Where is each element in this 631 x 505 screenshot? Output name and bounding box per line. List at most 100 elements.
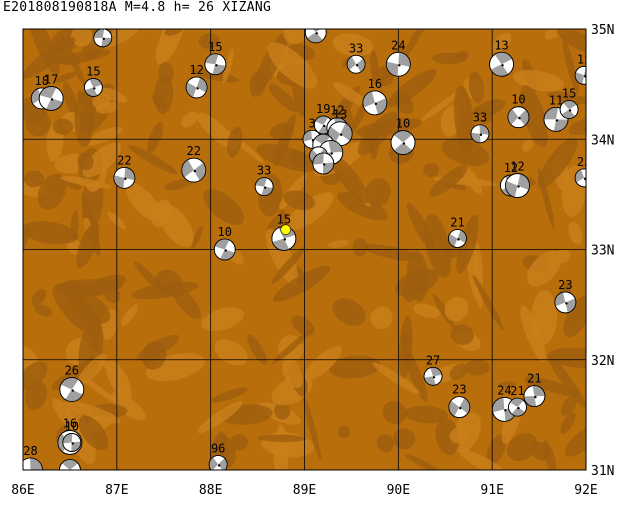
event-depth-label: 15 — [577, 52, 591, 66]
terrain-patch — [472, 274, 504, 331]
epicenter-dot — [280, 224, 292, 235]
event-depth-label: 15 — [86, 64, 100, 78]
lon-tick-label: 86E — [11, 483, 34, 498]
lon-tick-label: 87E — [105, 483, 128, 498]
focal-mechanism: 15 — [83, 64, 103, 97]
event-depth-label: 24 — [391, 38, 405, 52]
terrain-patch — [69, 291, 111, 324]
terrain-patch — [274, 401, 291, 420]
terrain-patch — [525, 376, 579, 397]
terrain-patch — [147, 122, 164, 154]
terrain-patch — [329, 355, 381, 379]
terrain-patch — [158, 203, 194, 248]
terrain-patch — [230, 434, 249, 451]
terrain-patch — [456, 214, 479, 274]
focal-mechanism: 13 — [489, 38, 514, 77]
event-depth-label: 33 — [473, 111, 487, 125]
terrain-patch — [56, 279, 123, 295]
terrain-patch — [23, 37, 76, 79]
terrain-patch — [60, 176, 112, 189]
terrain-patch — [337, 425, 351, 439]
terrain-patch — [404, 453, 443, 470]
focal-mechanism: 17 — [38, 72, 64, 111]
event-depth-label: 10 — [218, 225, 232, 239]
terrain-patch — [180, 111, 198, 128]
terrain-patch — [365, 178, 391, 207]
terrain-patch — [560, 395, 577, 416]
terrain-patch — [337, 191, 388, 221]
terrain-patch — [154, 269, 184, 296]
terrain-patch — [376, 434, 394, 453]
map-frame — [22, 28, 587, 471]
epicenter-marker — [280, 224, 292, 235]
terrain-patch — [370, 306, 393, 330]
event-depth-label: 16 — [63, 416, 77, 430]
terrain-patch — [271, 327, 315, 365]
terrain-patch — [55, 72, 77, 83]
event-depth-label: 18 — [35, 74, 49, 88]
event-depth-label: 96 — [211, 441, 225, 455]
event-depth-label: 23 — [577, 155, 591, 169]
focal-mechanism: 28 — [93, 29, 113, 48]
terrain-patch — [485, 433, 507, 466]
terrain-patch — [137, 334, 180, 361]
terrain-patch — [77, 152, 94, 171]
terrain-patch — [395, 268, 439, 297]
event-depth-label: 12 — [330, 104, 344, 118]
focal-mechanism: 15 — [204, 40, 227, 76]
terrain-patch — [526, 250, 562, 287]
terrain-patch — [283, 190, 316, 211]
lat-tick-label: 33N — [591, 244, 614, 259]
terrain-patch — [98, 87, 128, 103]
terrain-patch — [472, 105, 493, 124]
event-depth-label: 11 — [549, 93, 563, 107]
terrain-patch — [282, 358, 304, 389]
focal-mechanism: 96 — [208, 441, 228, 470]
focal-mechanism — [59, 459, 81, 470]
terrain-patch — [498, 381, 516, 388]
event-depth-label: 23 — [452, 383, 466, 397]
event-depth-label: 19 — [316, 102, 330, 116]
terrain-patch — [362, 244, 423, 262]
terrain-patch — [82, 142, 122, 178]
terrain-patch — [286, 192, 334, 231]
event-depth-label: 13 — [494, 38, 508, 52]
terrain-patch — [76, 353, 107, 387]
event-depth-label: 12 — [510, 160, 524, 174]
terrain-patch — [34, 304, 53, 317]
event-depth-label: 27 — [426, 353, 440, 367]
focal-mechanism: 10 — [390, 117, 416, 155]
event-depth-label: 13 — [333, 108, 347, 122]
terrain-patch — [214, 339, 248, 366]
terrain-patch — [429, 164, 468, 198]
terrain-patch — [399, 29, 431, 66]
focal-mechanism: 15 — [574, 52, 591, 85]
terrain-patch — [197, 401, 243, 434]
terrain-patch — [222, 49, 234, 84]
terrain-patch — [283, 29, 306, 44]
focal-mechanism: 33 — [346, 41, 366, 74]
focal-mechanism: 10 — [507, 93, 530, 129]
event-depth-label: 33 — [257, 164, 271, 178]
terrain-patch — [53, 49, 111, 65]
terrain-patch — [423, 163, 440, 177]
terrain-patch — [291, 315, 315, 336]
terrain-patch — [562, 37, 579, 94]
terrain-patch — [556, 29, 586, 58]
focal-mechanism: 22 — [181, 144, 207, 183]
terrain-patch — [155, 29, 186, 65]
terrain-patch — [249, 70, 267, 98]
focal-mechanism: 16 — [362, 77, 388, 116]
terrain-patch — [333, 82, 367, 107]
event-depth-label: 32 — [309, 8, 323, 22]
event-depth-label: 16 — [368, 77, 382, 91]
lon-tick-label: 88E — [199, 483, 222, 498]
terrain-patch — [406, 202, 435, 250]
terrain-patch — [421, 89, 463, 121]
terrain-patch — [62, 82, 79, 120]
terrain-patch — [491, 32, 512, 53]
event-depth-label: 3 — [308, 116, 315, 130]
focal-mechanism: 13 — [327, 108, 353, 147]
lon-tick-label: 90E — [387, 483, 410, 498]
event-depth-label: 33 — [349, 41, 363, 55]
